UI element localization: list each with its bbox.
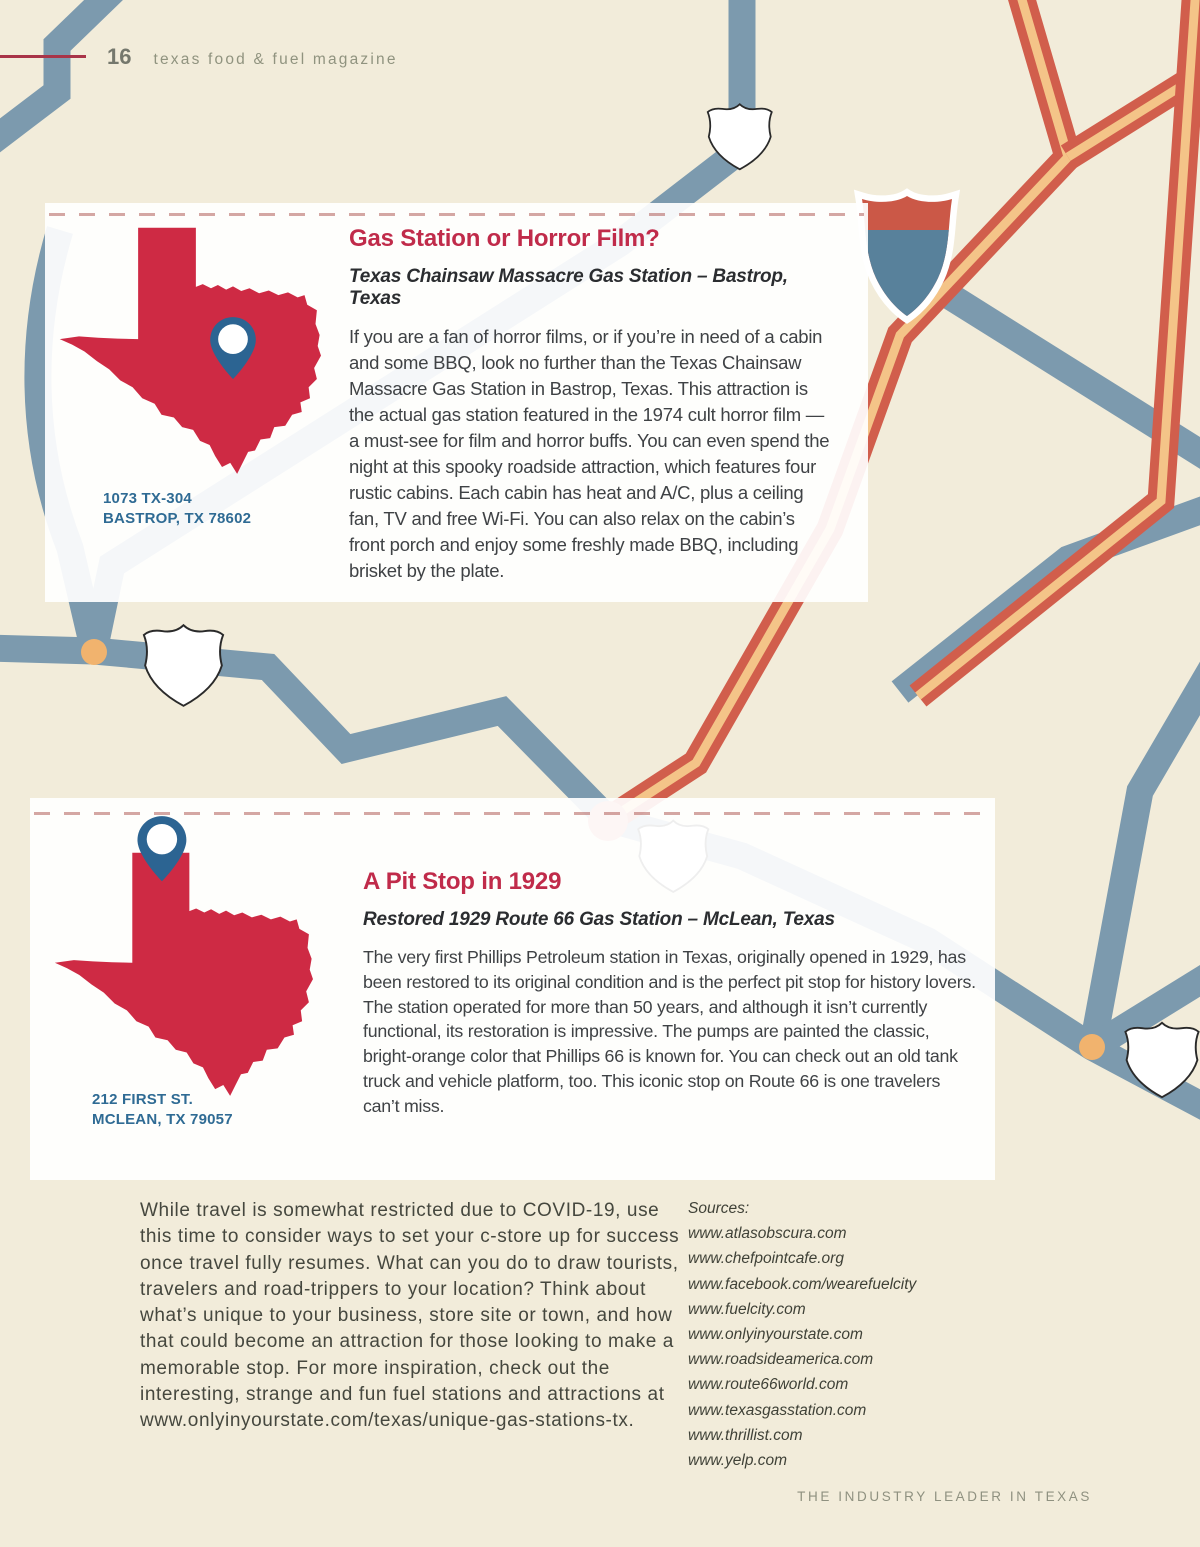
article-subtitle: Texas Chainsaw Massacre Gas Station – Ba… — [349, 266, 788, 309]
source-link: www.fuelcity.com — [688, 1300, 806, 1318]
address-line: 212 FIRST ST. — [92, 1091, 193, 1108]
texas-shape — [54, 852, 313, 1096]
junction-dot — [81, 639, 107, 665]
source-link: www.atlasobscura.com — [688, 1225, 847, 1243]
source-link: www.yelp.com — [688, 1452, 788, 1470]
source-link: www.route66world.com — [688, 1376, 849, 1394]
station-address: 1073 TX-304 BASTROP, TX 78602 — [103, 489, 251, 529]
magazine-title: texas food & fuel magazine — [153, 51, 398, 68]
texas-shape — [59, 227, 321, 474]
us-route-shield-icon — [706, 102, 773, 171]
texas-map-bastrop — [59, 227, 321, 474]
road — [1079, 661, 1200, 1048]
article-title: Gas Station or Horror Film? — [349, 225, 660, 252]
page-header: 16 texas food & fuel magazine — [107, 44, 398, 70]
article-content: A Pit Stop in 1929 Restored 1929 Route 6… — [363, 868, 977, 1119]
us-route-shield-icon — [1124, 1021, 1200, 1099]
road — [0, 0, 123, 153]
source-link: www.facebook.com/wearefuelcity — [688, 1275, 917, 1293]
location-pin-icon — [210, 317, 256, 379]
location-pin-icon — [137, 816, 187, 882]
article-title: A Pit Stop in 1929 — [363, 868, 562, 895]
sources-list: Sources: www.atlasobscura.com www.chefpoi… — [688, 1196, 1018, 1473]
footer-tagline: THE INDUSTRY LEADER IN TEXAS — [797, 1489, 1092, 1504]
road-stripe — [915, 0, 1200, 700]
junction-dot — [1079, 1034, 1105, 1060]
article-subtitle: Restored 1929 Route 66 Gas Station – McL… — [363, 909, 835, 930]
road — [1085, 965, 1200, 1059]
sources-label: Sources: — [688, 1200, 750, 1217]
closing-paragraph: While travel is somewhat restricted due … — [140, 1200, 680, 1432]
address-line: MCLEAN, TX 79057 — [92, 1111, 233, 1128]
header-rule — [0, 55, 86, 58]
station-address: 212 FIRST ST. MCLEAN, TX 79057 — [92, 1090, 233, 1130]
source-link: www.roadsideamerica.com — [688, 1351, 874, 1369]
page-number: 16 — [107, 44, 132, 69]
dashed-road-overlay — [34, 812, 991, 815]
source-link: www.onlyinyourstate.com — [688, 1326, 863, 1344]
address-line: BASTROP, TX 78602 — [103, 510, 252, 527]
article-body: If you are a fan of horror films, or if … — [349, 326, 830, 581]
dashed-road-overlay — [49, 213, 864, 216]
article-card-bastrop: 1073 TX-304 BASTROP, TX 78602 Gas Statio… — [45, 203, 868, 602]
source-link: www.texasgasstation.com — [688, 1401, 867, 1419]
us-route-shield-icon — [142, 623, 225, 707]
article-content: Gas Station or Horror Film? Texas Chains… — [349, 225, 835, 584]
sources-items: www.atlasobscura.com www.chefpointcafe.or… — [688, 1221, 1018, 1473]
source-link: www.chefpointcafe.org — [688, 1250, 844, 1268]
article-card-mclean: 212 FIRST ST. MCLEAN, TX 79057 A Pit Sto… — [30, 798, 995, 1180]
source-link: www.thrillist.com — [688, 1426, 803, 1444]
article-body: The very first Phillips Petroleum statio… — [363, 947, 976, 1116]
texas-map-mclean — [54, 816, 313, 1096]
address-line: 1073 TX-304 — [103, 490, 192, 507]
